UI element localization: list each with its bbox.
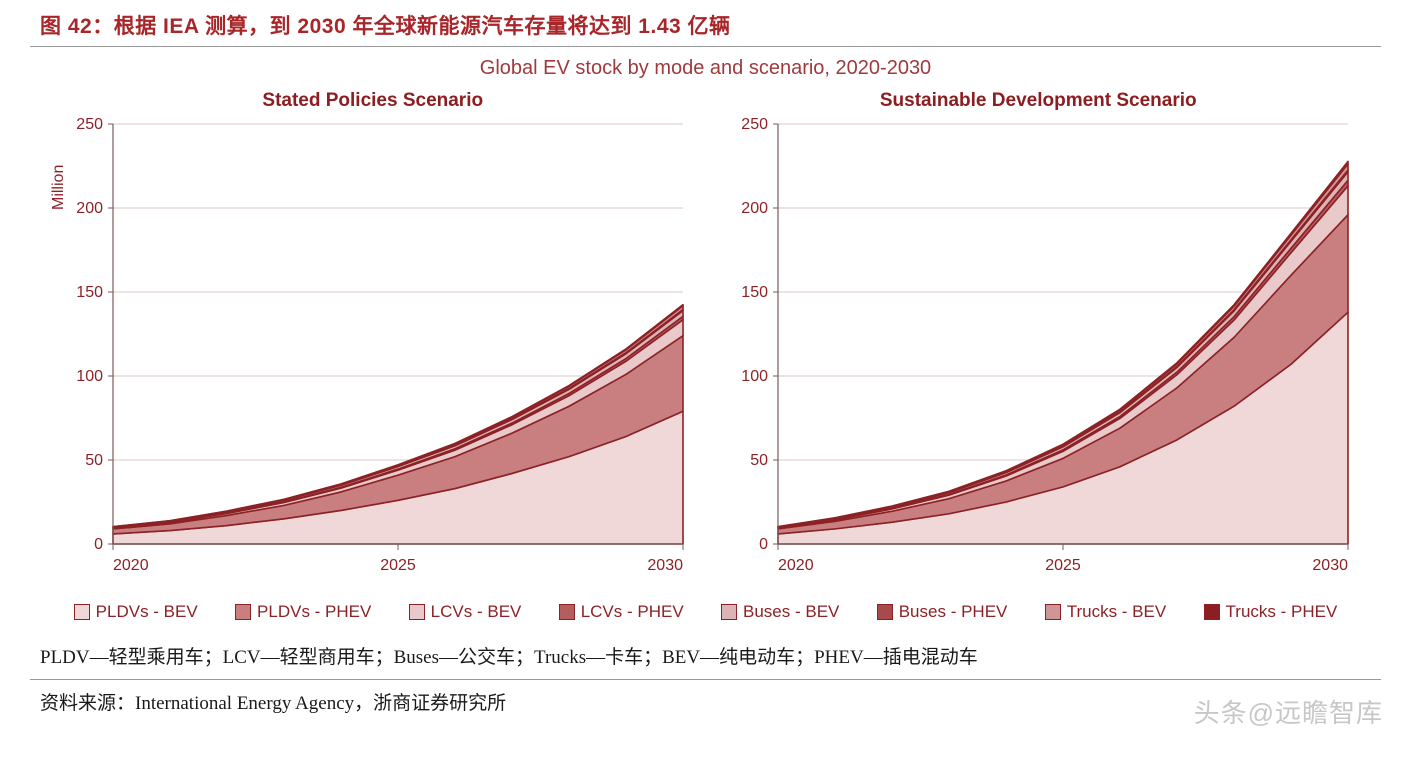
- legend-swatch-pldv_phev: [235, 604, 251, 620]
- y-tick: 250: [76, 116, 103, 133]
- y-tick: 0: [94, 536, 103, 553]
- chart-panel-sps: Stated Policies Scenario 0 50 100 150 200 250…: [40, 84, 706, 584]
- legend-item-bus_bev: Buses - BEV: [721, 602, 839, 622]
- legend-swatch-bus_bev: [721, 604, 737, 620]
- x-tick: 2020: [778, 557, 814, 574]
- legend-label-truck_phev: Trucks - PHEV: [1226, 602, 1338, 622]
- y-axis-label: Million: [50, 165, 68, 210]
- chart-svg-sds: 0 50 100 150 200 250 2020 2025 2030: [718, 114, 1358, 584]
- legend-item-lcv_bev: LCVs - BEV: [409, 602, 522, 622]
- figure-title: 图 42：根据 IEA 测算，到 2030 年全球新能源汽车存量将达到 1.43…: [0, 0, 1411, 46]
- legend-label-bus_bev: Buses - BEV: [743, 602, 839, 622]
- y-tick: 50: [750, 452, 768, 469]
- legend-swatch-bus_phev: [877, 604, 893, 620]
- x-tick: 2025: [1045, 557, 1081, 574]
- y-tick: 100: [76, 368, 103, 385]
- chart-super-title: Global EV stock by mode and scenario, 20…: [0, 57, 1411, 80]
- chart-subtitle-sps: Stated Policies Scenario: [262, 90, 483, 112]
- legend-swatch-lcv_phev: [559, 604, 575, 620]
- legend-label-bus_phev: Buses - PHEV: [899, 602, 1008, 622]
- legend-item-truck_bev: Trucks - BEV: [1045, 602, 1167, 622]
- legend-label-pldv_phev: PLDVs - PHEV: [257, 602, 371, 622]
- y-tick: 250: [742, 116, 769, 133]
- chart-svg-sps: 0 50 100 150 200 250 2020 2025 2030: [53, 114, 693, 584]
- legend-label-lcv_phev: LCVs - PHEV: [581, 602, 684, 622]
- x-tick: 2025: [380, 557, 416, 574]
- x-tick: 2030: [1313, 557, 1349, 574]
- title-rule: [30, 46, 1381, 47]
- legend-item-truck_phev: Trucks - PHEV: [1204, 602, 1338, 622]
- legend-swatch-lcv_bev: [409, 604, 425, 620]
- charts-row: Stated Policies Scenario 0 50 100 150 200 250…: [0, 84, 1411, 584]
- y-tick: 200: [76, 200, 103, 217]
- y-tick: 150: [742, 284, 769, 301]
- source-text: 资料来源：International Energy Agency，浙商证券研究所: [0, 684, 1411, 725]
- legend-item-pldv_bev: PLDVs - BEV: [74, 602, 198, 622]
- legend-label-truck_bev: Trucks - BEV: [1067, 602, 1167, 622]
- legend-swatch-pldv_bev: [74, 604, 90, 620]
- y-tick: 100: [742, 368, 769, 385]
- legend-item-pldv_phev: PLDVs - PHEV: [235, 602, 371, 622]
- y-tick: 0: [759, 536, 768, 553]
- x-tick: 2030: [647, 557, 683, 574]
- y-tick: 50: [85, 452, 103, 469]
- x-tick: 2020: [113, 557, 149, 574]
- legend-label-pldv_bev: PLDVs - BEV: [96, 602, 198, 622]
- legend-item-lcv_phev: LCVs - PHEV: [559, 602, 684, 622]
- source-rule: [30, 679, 1381, 680]
- y-tick: 150: [76, 284, 103, 301]
- legend-item-bus_phev: Buses - PHEV: [877, 602, 1008, 622]
- chart-subtitle-sds: Sustainable Development Scenario: [880, 90, 1197, 112]
- glossary-text: PLDV—轻型乘用车；LCV—轻型商用车；Buses—公交车；Trucks—卡车…: [0, 630, 1411, 673]
- y-tick: 200: [742, 200, 769, 217]
- legend-label-lcv_bev: LCVs - BEV: [431, 602, 522, 622]
- legend-swatch-truck_phev: [1204, 604, 1220, 620]
- legend-row: PLDVs - BEV PLDVs - PHEV LCVs - BEV LCVs - …: [0, 584, 1411, 630]
- legend-swatch-truck_bev: [1045, 604, 1061, 620]
- chart-panel-sds: Sustainable Development Scenario 0 50 100 1…: [706, 84, 1372, 584]
